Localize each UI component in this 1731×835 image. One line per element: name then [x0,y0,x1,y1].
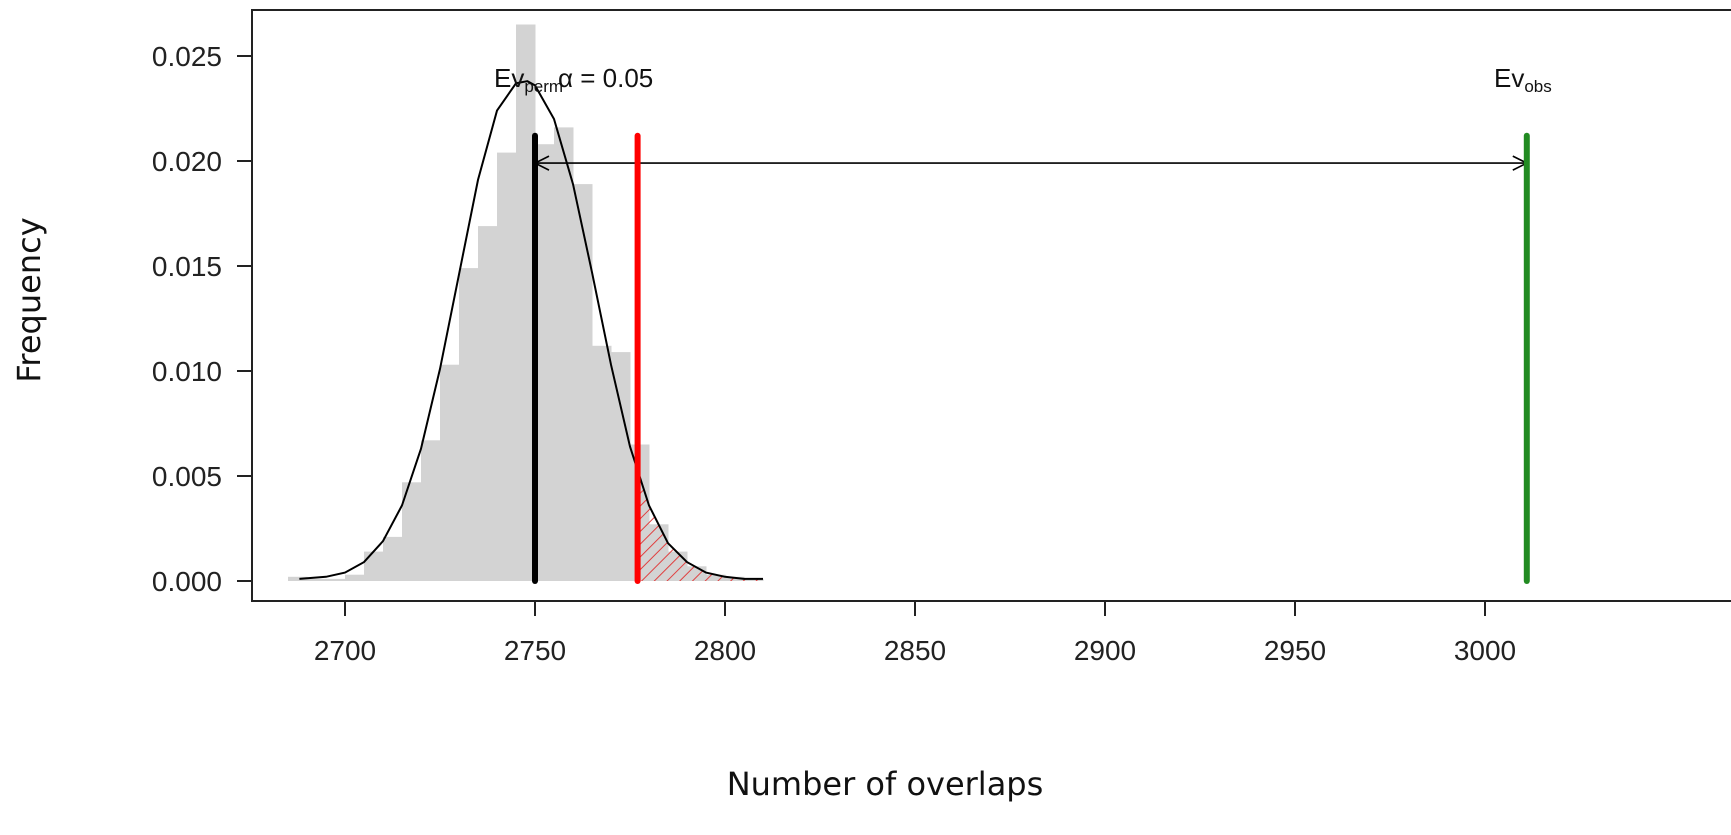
histogram-bar-15 [573,184,593,581]
histogram-bar-2 [326,578,346,581]
annotation-ev-obs: Evobs [1494,63,1552,96]
histogram-bar-3 [345,574,365,581]
histogram-bar-13 [535,144,555,581]
annotation-alpha: α = 0.05 [558,63,653,93]
histogram-bar-16 [592,345,612,581]
histogram-bar-5 [383,536,403,581]
y-tick-label-1: 0.005 [152,461,222,492]
x-axis-title: Number of overlaps [727,765,1044,803]
histogram-bar-14 [554,127,574,582]
histogram-bar-10 [478,226,498,581]
rejection-region-hatch [637,470,763,581]
y-tick-label-3: 0.015 [152,251,222,282]
y-axis: 0.000 0.005 0.010 0.015 0.020 0.025 [152,41,252,597]
histogram-bar-9 [459,268,479,581]
density-curve [299,80,763,580]
y-tick-label-2: 0.010 [152,356,222,387]
histogram-bar-0 [288,576,308,581]
histogram-bars [288,24,764,582]
x-tick-label-1: 2750 [504,635,566,666]
x-axis: 2700 2750 2800 2850 2900 2950 3000 [314,601,1516,666]
rejection-region [637,470,763,581]
histogram-bar-6 [402,482,422,581]
y-tick-label-4: 0.020 [152,146,222,177]
ev-perm-sub: perm [524,77,563,96]
x-tick-label-0: 2700 [314,635,376,666]
histogram-bar-11 [497,152,517,581]
histogram-bar-12 [516,24,536,581]
annotation-ev-perm: Evperm [494,63,563,96]
difference-arrow-group [533,155,1529,171]
histogram-bar-1 [307,578,327,581]
histogram-bar-8 [440,364,460,581]
ev-obs-sub: obs [1524,77,1551,96]
x-tick-label-4: 2900 [1074,635,1136,666]
x-tick-label-3: 2850 [884,635,946,666]
x-tick-label-6: 3000 [1454,635,1516,666]
x-tick-label-5: 2950 [1264,635,1326,666]
y-tick-label-5: 0.025 [152,41,222,72]
ev-perm-main: Ev [494,63,524,93]
vertical-lines [532,132,1530,584]
histogram-bar-7 [421,440,441,581]
plot-frame [251,9,1731,602]
x-tick-label-2: 2800 [694,635,756,666]
density-curve-group [299,80,763,580]
ev-obs-main: Ev [1494,63,1524,93]
histogram-bar-4 [364,551,384,581]
y-axis-title: Frequency [10,217,48,382]
histogram-bar-17 [611,352,631,581]
y-tick-label-0: 0.000 [152,566,222,597]
